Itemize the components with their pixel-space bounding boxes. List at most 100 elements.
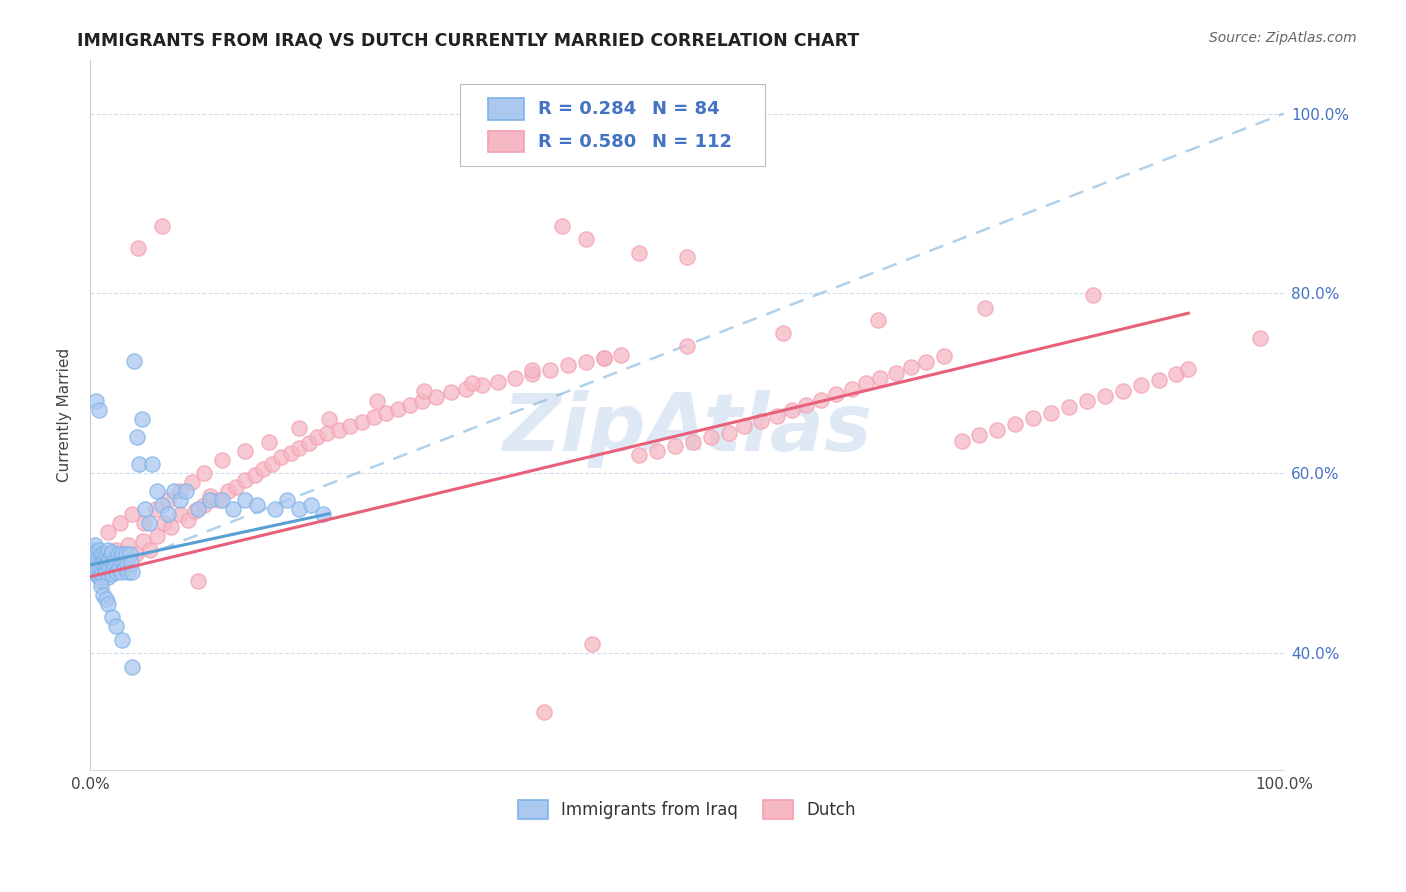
Point bbox=[87, 403, 110, 417]
Point bbox=[533, 705, 555, 719]
Point bbox=[1129, 378, 1152, 392]
FancyBboxPatch shape bbox=[488, 98, 523, 120]
Point bbox=[105, 619, 128, 633]
Point bbox=[900, 360, 922, 375]
Point bbox=[108, 560, 131, 574]
Point bbox=[1076, 394, 1098, 409]
Point bbox=[298, 435, 321, 450]
Point bbox=[89, 556, 111, 570]
Point bbox=[97, 597, 120, 611]
Point bbox=[1112, 384, 1135, 398]
Point bbox=[84, 545, 107, 559]
Point bbox=[187, 502, 209, 516]
Point bbox=[592, 351, 614, 366]
Point bbox=[153, 516, 176, 530]
Point bbox=[765, 409, 787, 423]
Point bbox=[177, 513, 200, 527]
Point bbox=[855, 376, 877, 391]
Point bbox=[121, 507, 143, 521]
Point bbox=[366, 394, 388, 409]
Point bbox=[280, 446, 302, 460]
Point bbox=[352, 415, 374, 429]
Point bbox=[986, 423, 1008, 437]
Text: N = 112: N = 112 bbox=[652, 133, 733, 151]
Point bbox=[169, 493, 191, 508]
Point bbox=[235, 443, 257, 458]
Point bbox=[676, 251, 699, 265]
Point bbox=[538, 363, 561, 377]
Point bbox=[132, 533, 155, 548]
Point bbox=[124, 354, 146, 368]
Point bbox=[97, 524, 120, 539]
Point bbox=[114, 560, 136, 574]
Point bbox=[96, 556, 118, 570]
Point bbox=[111, 547, 134, 561]
Point bbox=[82, 551, 104, 566]
Point bbox=[866, 313, 889, 327]
Point bbox=[551, 219, 574, 233]
Point bbox=[198, 493, 221, 508]
Point bbox=[288, 441, 311, 455]
Point bbox=[93, 569, 115, 583]
Point bbox=[87, 542, 110, 557]
Point bbox=[1166, 368, 1188, 382]
Point bbox=[169, 507, 191, 521]
Point bbox=[84, 565, 107, 579]
Point bbox=[124, 547, 146, 561]
Point bbox=[1094, 389, 1116, 403]
Point bbox=[100, 547, 122, 561]
Point bbox=[121, 565, 143, 579]
Text: R = 0.580: R = 0.580 bbox=[538, 133, 636, 151]
Point bbox=[93, 547, 115, 561]
Point bbox=[664, 439, 686, 453]
Point bbox=[503, 371, 526, 385]
Point bbox=[217, 484, 239, 499]
Point bbox=[125, 430, 148, 444]
Point bbox=[628, 448, 651, 462]
Point bbox=[211, 493, 233, 508]
Point bbox=[884, 366, 907, 380]
Point bbox=[950, 434, 973, 448]
Point bbox=[225, 480, 247, 494]
Point bbox=[93, 588, 115, 602]
Point bbox=[112, 556, 135, 570]
Point bbox=[100, 545, 122, 559]
Point bbox=[93, 547, 115, 561]
Point bbox=[117, 565, 139, 579]
Point bbox=[83, 558, 105, 572]
Point bbox=[315, 425, 337, 440]
Point bbox=[174, 484, 197, 499]
Point bbox=[105, 565, 128, 579]
Point bbox=[94, 592, 117, 607]
Point bbox=[111, 632, 134, 647]
Point bbox=[520, 363, 543, 377]
Point bbox=[592, 351, 614, 366]
Point bbox=[91, 565, 114, 579]
Point bbox=[772, 326, 794, 340]
Point bbox=[246, 498, 269, 512]
Point bbox=[749, 414, 772, 428]
Point bbox=[86, 560, 108, 574]
Point bbox=[413, 384, 436, 398]
Point bbox=[211, 452, 233, 467]
Point bbox=[94, 547, 117, 561]
Text: N = 84: N = 84 bbox=[652, 100, 720, 118]
Point bbox=[461, 376, 484, 391]
Point bbox=[610, 347, 633, 361]
Point bbox=[243, 468, 266, 483]
Point bbox=[796, 398, 818, 412]
Point bbox=[97, 542, 120, 557]
Point bbox=[676, 338, 699, 352]
Point bbox=[107, 547, 129, 561]
Point bbox=[87, 569, 110, 583]
Point bbox=[93, 551, 115, 566]
Point bbox=[128, 457, 150, 471]
Point bbox=[150, 498, 173, 512]
Point bbox=[557, 359, 579, 373]
Point bbox=[974, 301, 997, 315]
Point bbox=[127, 242, 149, 256]
Point bbox=[84, 394, 107, 409]
Point bbox=[100, 610, 122, 624]
Point bbox=[91, 556, 114, 570]
Point bbox=[387, 401, 409, 416]
